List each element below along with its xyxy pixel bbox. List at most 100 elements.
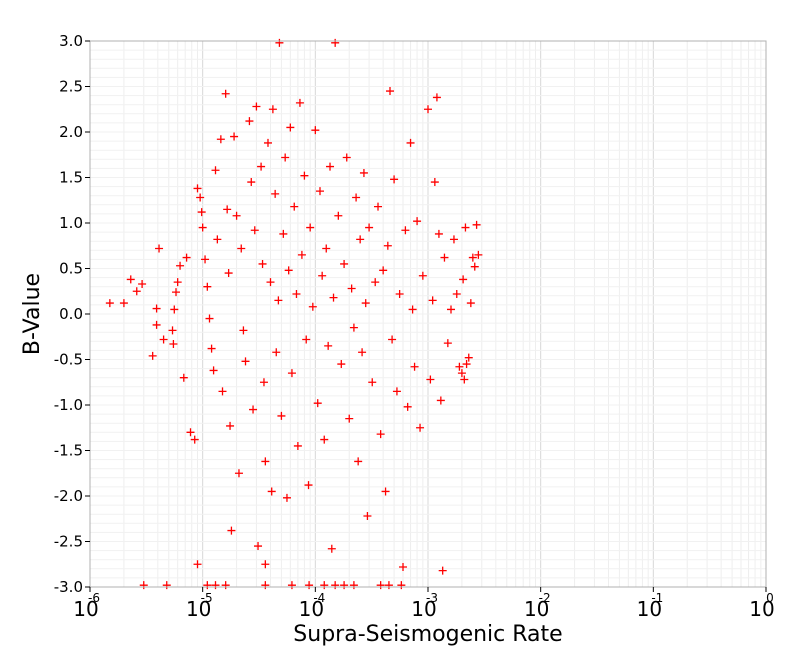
data-point <box>327 544 336 553</box>
data-point <box>356 235 365 244</box>
data-point <box>182 253 191 262</box>
y-axis-ticks: 3.0 2.5 2.0 1.5 1.0 0.5 0.0 -0.5 -1.0 -1.5 -2.0 -2.… <box>54 32 90 596</box>
data-point <box>241 357 250 366</box>
data-point <box>190 435 199 444</box>
x-tick-label: 10 <box>186 597 211 621</box>
data-point <box>383 241 392 250</box>
data-point <box>459 275 468 284</box>
data-point <box>359 168 368 177</box>
data-point <box>403 402 412 411</box>
data-point <box>287 581 296 590</box>
data-point <box>440 253 449 262</box>
data-point <box>152 304 161 313</box>
data-point <box>286 123 295 132</box>
data-point <box>460 375 469 384</box>
x-tick-label: 10 <box>524 597 549 621</box>
data-point <box>349 581 358 590</box>
data-point <box>169 340 178 349</box>
data-point <box>209 366 218 375</box>
data-point <box>457 369 466 378</box>
data-point <box>254 542 263 551</box>
data-point <box>245 117 254 126</box>
data-point <box>352 193 361 202</box>
data-point <box>436 396 445 405</box>
data-point <box>342 153 351 162</box>
data-point <box>139 581 148 590</box>
data-point <box>340 259 349 268</box>
x-tick-label: 10 <box>637 597 662 621</box>
data-point <box>179 373 188 382</box>
data-point <box>354 457 363 466</box>
data-point <box>198 223 207 232</box>
data-point <box>371 278 380 287</box>
data-point <box>207 344 216 353</box>
data-point <box>221 89 230 98</box>
data-point <box>381 487 390 496</box>
data-point <box>234 469 243 478</box>
data-point <box>347 284 356 293</box>
data-point <box>337 360 346 369</box>
data-point <box>315 187 324 196</box>
data-point <box>374 202 383 211</box>
data-point <box>223 205 232 214</box>
x-tick-exponent: -4 <box>313 591 325 605</box>
data-point <box>155 244 164 253</box>
x-tick-exponent: -3 <box>426 591 438 605</box>
data-point <box>320 435 329 444</box>
data-point <box>287 369 296 378</box>
data-point <box>259 378 268 387</box>
data-point <box>401 226 410 235</box>
data-point <box>399 562 408 571</box>
y-tick-label: -1.0 <box>54 396 83 414</box>
y-tick-label: 2.0 <box>59 123 83 141</box>
y-axis-label: B-Value <box>20 273 45 355</box>
data-point <box>261 560 270 569</box>
data-point <box>443 339 452 348</box>
data-point <box>318 271 327 280</box>
x-tick-label: 10 <box>749 597 774 621</box>
data-point <box>462 360 471 369</box>
data-point <box>432 93 441 102</box>
data-point <box>277 411 286 420</box>
x-tick-exponent: 0 <box>766 591 774 605</box>
data-point <box>274 296 283 305</box>
data-point <box>320 581 329 590</box>
data-point <box>227 526 236 535</box>
data-point <box>196 193 205 202</box>
data-point <box>468 253 477 262</box>
data-point <box>257 162 266 171</box>
data-point <box>424 105 432 114</box>
data-point <box>218 387 227 396</box>
data-point <box>261 581 270 590</box>
data-point <box>250 226 259 235</box>
data-point <box>279 229 288 238</box>
data-point <box>275 38 284 47</box>
data-point <box>282 493 291 502</box>
x-tick-exponent: -6 <box>88 591 100 605</box>
data-point <box>322 244 331 253</box>
data-point <box>331 581 340 590</box>
data-point <box>172 288 181 297</box>
data-point <box>334 211 343 220</box>
y-tick-label: -3.0 <box>54 578 83 596</box>
data-point <box>193 184 202 193</box>
data-point <box>213 235 222 244</box>
data-point <box>426 375 435 384</box>
data-point <box>211 581 220 590</box>
x-tick-label: 10 <box>299 597 324 621</box>
data-point <box>313 399 322 408</box>
data-point <box>249 405 258 414</box>
data-point <box>268 105 277 114</box>
data-point <box>386 87 395 96</box>
x-tick-exponent: -1 <box>651 591 663 605</box>
data-point <box>416 423 425 432</box>
data-point <box>138 279 147 288</box>
data-point <box>388 335 397 344</box>
data-point <box>474 250 483 259</box>
data-point <box>446 305 455 314</box>
data-point <box>297 250 306 259</box>
data-point <box>159 335 168 344</box>
data-point <box>119 299 128 308</box>
data-point <box>226 421 235 430</box>
